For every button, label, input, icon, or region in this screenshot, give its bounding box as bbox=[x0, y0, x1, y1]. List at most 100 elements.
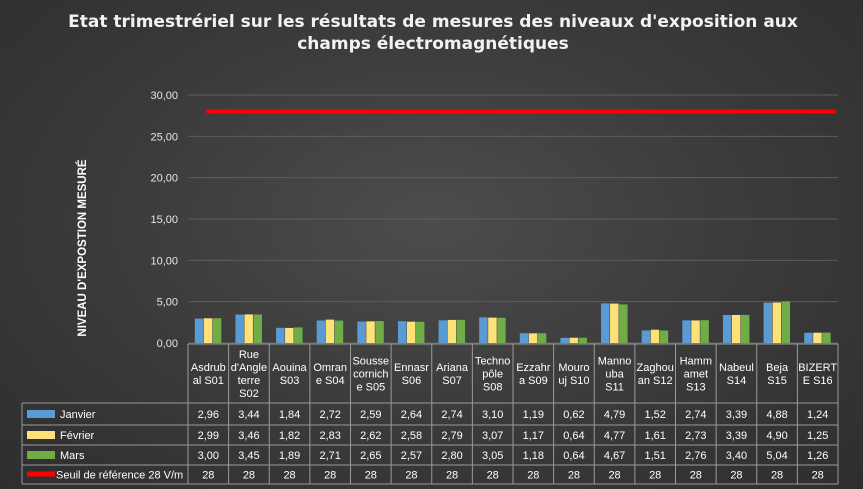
y-tick-label: 5,00 bbox=[157, 297, 178, 309]
bar-janvier-1 bbox=[194, 318, 204, 343]
table-cell-value: 2,99 bbox=[198, 430, 219, 442]
bar-f-vrier-8 bbox=[488, 317, 497, 343]
table-cell-value: 2,64 bbox=[401, 409, 422, 421]
table-cell-value: 5,04 bbox=[766, 450, 787, 462]
category-label-line: S02 bbox=[239, 388, 259, 400]
category-label-line: S03 bbox=[280, 375, 300, 387]
category-label-line: S15 bbox=[767, 375, 787, 387]
category-label-line: Sousse bbox=[352, 356, 389, 368]
category-label-line: terre bbox=[238, 375, 261, 387]
table-cell-value: 28 bbox=[527, 470, 539, 482]
bar-f-vrier-14 bbox=[731, 314, 741, 343]
table-cell-value: 28 bbox=[812, 470, 824, 482]
table-cell-value: 3,40 bbox=[726, 450, 747, 462]
table-cell-value: 2,80 bbox=[441, 450, 462, 462]
bar-janvier-15 bbox=[763, 302, 773, 343]
bar-f-vrier-16 bbox=[813, 332, 822, 343]
bar-f-vrier-1 bbox=[203, 318, 213, 343]
bar-mars-2 bbox=[253, 314, 262, 343]
bar-f-vrier-11 bbox=[610, 303, 619, 343]
category-label: Asdrub al S01 bbox=[191, 362, 226, 387]
category-label-line: S14 bbox=[727, 375, 747, 387]
bar-janvier-3 bbox=[276, 327, 285, 343]
table-cell-value: 28 bbox=[487, 470, 499, 482]
table-cell-value: 28 bbox=[202, 470, 214, 482]
bar-f-vrier-13 bbox=[691, 320, 700, 343]
bar-mars-8 bbox=[497, 317, 506, 343]
table-cell-value: 4,77 bbox=[604, 430, 625, 442]
category-label-line: uj S10 bbox=[558, 375, 589, 387]
category-label-line: Hamm bbox=[680, 356, 712, 368]
category-label-line: cornich bbox=[353, 369, 388, 381]
table-cell-value: 1,61 bbox=[644, 430, 665, 442]
category-label: Nabeul S14 bbox=[719, 362, 754, 387]
table-cell-value: 28 bbox=[324, 470, 336, 482]
y-tick-label: 10,00 bbox=[150, 255, 178, 267]
category-label: Hamm amet S13 bbox=[680, 356, 712, 394]
bar-mars-15 bbox=[781, 301, 791, 343]
table-cell-value: 2,59 bbox=[360, 409, 381, 421]
category-label-line: Aouina bbox=[272, 362, 307, 374]
bar-mars-3 bbox=[294, 327, 303, 343]
table-cell-value: 0,62 bbox=[563, 409, 584, 421]
table-cell-value: 3,39 bbox=[726, 409, 747, 421]
table-cell-value: 4,79 bbox=[604, 409, 625, 421]
y-axis-title: NIVEAU D'EXPOSTION MESURÉ bbox=[76, 159, 89, 337]
table-cell-value: 28 bbox=[405, 470, 417, 482]
table-cell-value: 28 bbox=[771, 470, 783, 482]
legend-label: Janvier bbox=[60, 409, 96, 421]
table-cell-value: 2,74 bbox=[441, 409, 462, 421]
y-axis-ticks: 0,00 5,00 10,00 15,00 20,00 25,00 30,00 bbox=[150, 90, 178, 350]
gridlines bbox=[188, 94, 838, 344]
legend-swatch bbox=[27, 431, 55, 439]
table-cell-value: 1,26 bbox=[807, 450, 828, 462]
y-axis-title-text: NIVEAU D'EXPOSTION MESURÉ bbox=[76, 159, 89, 337]
table-cell-value: 2,79 bbox=[441, 430, 462, 442]
legend-label: Mars bbox=[60, 450, 85, 462]
bar-janvier-12 bbox=[641, 330, 651, 343]
bar-f-vrier-7 bbox=[447, 319, 457, 343]
chart-title-line: champs électromagnétiques bbox=[297, 34, 569, 54]
category-label-line: S08 bbox=[483, 382, 503, 394]
category-label-line: Rue bbox=[239, 349, 259, 361]
category-label-line: Nabeul bbox=[719, 362, 754, 374]
bar-janvier-11 bbox=[601, 303, 610, 343]
bar-janvier-14 bbox=[722, 314, 732, 343]
category-label-line: Techno bbox=[475, 356, 510, 368]
category-label-line: a S09 bbox=[519, 375, 548, 387]
category-label-line: Ariana bbox=[436, 362, 469, 374]
bar-janvier-4 bbox=[316, 320, 326, 343]
table-cell-value: 4,67 bbox=[604, 450, 625, 462]
table-cell-value: 1,89 bbox=[279, 450, 300, 462]
category-label-line: d'Angle bbox=[231, 362, 267, 374]
legend-line-key bbox=[27, 471, 55, 477]
table-cell-value: 2,71 bbox=[319, 450, 340, 462]
category-label: Techno pôle S08 bbox=[475, 356, 510, 394]
category-label-line: S07 bbox=[442, 375, 462, 387]
table-cell-value: 2,96 bbox=[198, 409, 219, 421]
table-cell-value: 3,39 bbox=[726, 430, 747, 442]
bar-mars-14 bbox=[740, 314, 750, 343]
chart-title-line: Etat trimestrériel sur les résultats de … bbox=[68, 12, 798, 32]
chart-title: Etat trimestrériel sur les résultats de … bbox=[68, 12, 798, 54]
bar-janvier-5 bbox=[357, 321, 366, 343]
category-label-line: S11 bbox=[605, 382, 624, 394]
category-label-line: Ezzahr bbox=[516, 362, 551, 374]
bar-f-vrier-5 bbox=[366, 321, 375, 343]
category-label: Ariana S07 bbox=[436, 362, 469, 387]
category-label: Ezzahr a S09 bbox=[516, 362, 551, 387]
table-cell-value: 3,45 bbox=[238, 450, 259, 462]
table-cell-value: 3,10 bbox=[482, 409, 503, 421]
category-label: Sousse cornich e S05 bbox=[352, 356, 389, 394]
table-cell-value: 2,62 bbox=[360, 430, 381, 442]
table-cell-value: 2,83 bbox=[319, 430, 340, 442]
category-label: BIZERT E S16 bbox=[798, 362, 837, 387]
bar-mars-4 bbox=[334, 320, 344, 343]
bar-f-vrier-2 bbox=[244, 314, 253, 343]
bar-mars-9 bbox=[537, 333, 547, 343]
bar-mars-11 bbox=[619, 304, 628, 343]
table-cell-value: 28 bbox=[730, 470, 742, 482]
table-cell-value: 3,46 bbox=[238, 430, 259, 442]
